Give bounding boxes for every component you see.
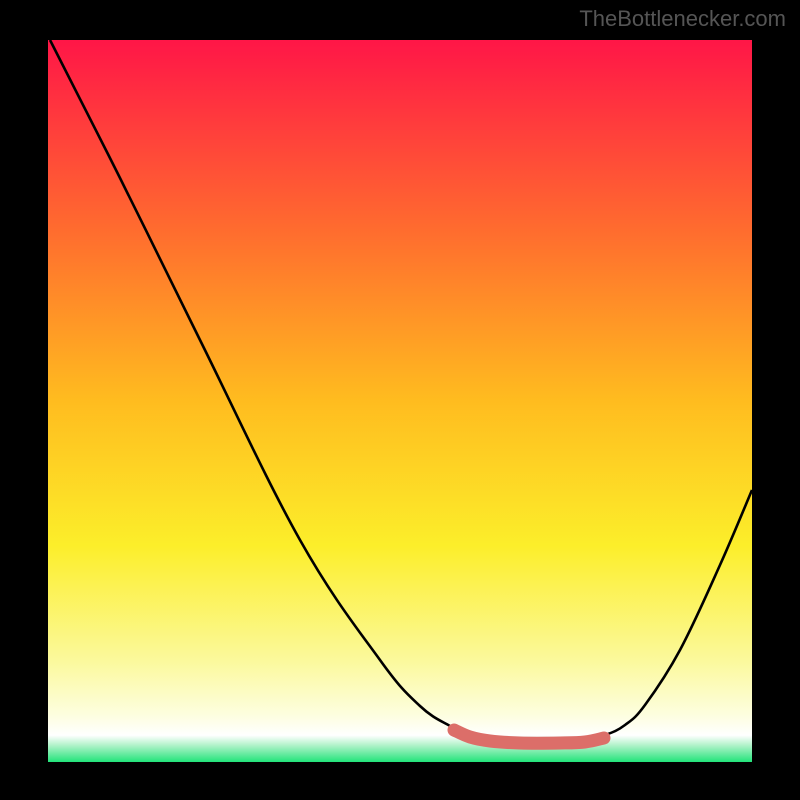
bottleneck-chart xyxy=(0,0,800,800)
chart-container: TheBottlenecker.com xyxy=(0,0,800,800)
plot-background xyxy=(48,40,752,762)
watermark-text: TheBottlenecker.com xyxy=(579,6,786,32)
